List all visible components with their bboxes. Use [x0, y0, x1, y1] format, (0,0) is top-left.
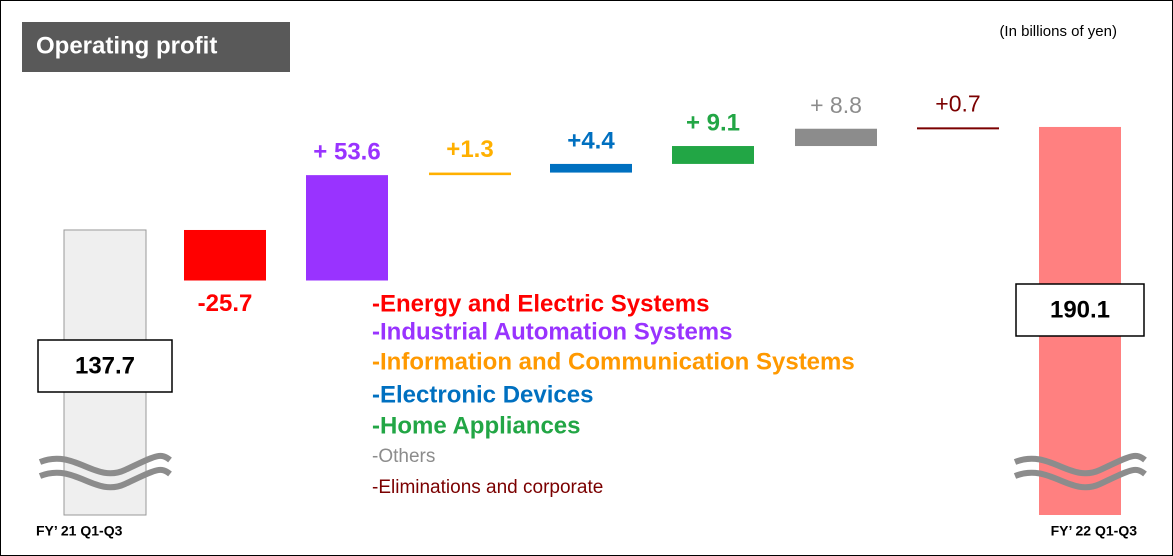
legend-entry: -Information and Communication Systems	[372, 348, 855, 375]
legend-entry: -Energy and Electric Systems	[372, 290, 709, 317]
chart-title: Operating profit	[36, 32, 217, 59]
value-box	[1015, 283, 1145, 337]
axis-break	[1013, 452, 1147, 477]
value-box	[37, 339, 173, 393]
legend-entry: -Industrial Automation Systems	[372, 318, 733, 345]
axis-break	[1013, 466, 1147, 491]
value-label: 190.1	[1050, 296, 1110, 323]
bar	[672, 146, 754, 164]
value-label: -25.7	[198, 290, 253, 317]
bar	[550, 163, 632, 173]
value-label: 137.7	[75, 352, 135, 379]
legend-entry: -Others	[372, 446, 435, 467]
x-tick-label: FY’ 22 Q1-Q3	[1051, 523, 1138, 539]
value-label: +4.4	[567, 127, 615, 154]
axis-break	[38, 452, 172, 477]
legend-entry: -Eliminations and corporate	[372, 477, 603, 498]
title-box	[22, 22, 290, 72]
value-label: + 53.6	[313, 138, 380, 165]
bar	[184, 229, 266, 281]
bar	[306, 175, 388, 281]
legend-entry: -Home Appliances	[372, 412, 581, 439]
legend-entry: -Electronic Devices	[372, 381, 593, 408]
value-label: +1.3	[446, 136, 493, 163]
x-tick-label: FY’ 21 Q1-Q3	[36, 523, 123, 539]
value-label: + 8.8	[810, 92, 862, 118]
bar	[917, 127, 999, 130]
bar	[795, 128, 877, 147]
value-label: +0.7	[935, 90, 980, 116]
bar	[429, 172, 511, 176]
axis-break	[38, 466, 172, 491]
subtitle: (In billions of yen)	[999, 23, 1117, 40]
value-label: + 9.1	[686, 109, 740, 136]
